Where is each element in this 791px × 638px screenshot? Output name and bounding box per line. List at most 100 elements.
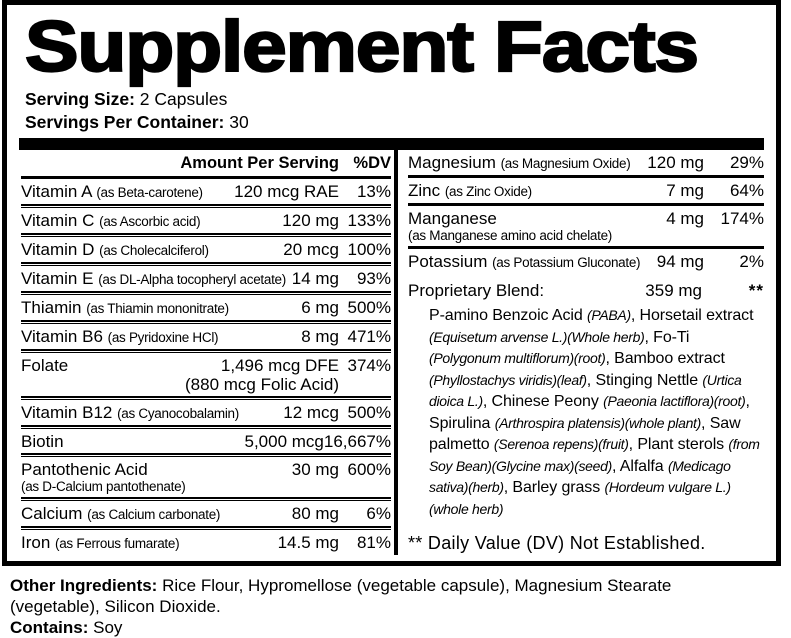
botanical-name-italic: (Phyllostachys viridis)(leaf) (429, 371, 587, 388)
row-amount: 12 mcg (283, 402, 339, 422)
row-divider (21, 232, 391, 237)
ingredient-text: , Horsetail extract (630, 307, 754, 324)
row-divider (21, 525, 391, 530)
row-form: (as Cholecalciferol) (99, 242, 209, 258)
row-name: Vitamin B6 (21, 326, 103, 346)
table-row: Manganese (as Manganese amino acid chela… (408, 206, 764, 246)
botanical-name-italic: (from Soy Bean)(Glycine max)(seed) (429, 436, 760, 474)
row-amount: 80 mg (291, 503, 339, 523)
header-divider-bar (19, 138, 764, 150)
serving-size-value: 2 Capsules (139, 89, 228, 109)
other-ingredients-value: Rice Flour, Hypromellose (vegetable caps… (10, 576, 672, 616)
table-row: Vitamin B6 (as Pyridoxine HCl) 8 mg 471% (21, 324, 391, 349)
ingredient-text: , Stinging Nettle (586, 371, 703, 389)
table-row: Thiamin (as Thiamin mononitrate) 6 mg 50… (21, 295, 391, 320)
table-row: Vitamin D (as Cholecalciferol) 20 mcg 10… (21, 237, 391, 262)
row-form: (as Ferrous fumarate) (55, 535, 180, 551)
row-form: (as Zinc Oxide) (444, 184, 532, 199)
right-column: Magnesium (as Magnesium Oxide) 120 mg 29… (398, 150, 764, 555)
row-amount: 30 mg (291, 459, 339, 479)
servings-per-container-label: Servings Per Container: (25, 112, 225, 132)
table-row: Iron (as Ferrous fumarate) 14.5 mg 81% (21, 530, 391, 555)
row-name: Vitamin B12 (21, 402, 113, 422)
row-amount: 6 mg (301, 297, 339, 317)
ingredient-text: , Spirulina (429, 393, 750, 432)
row-dv: 600% (347, 459, 391, 479)
row-name: Vitamin E (21, 268, 94, 288)
ingredient-text: , Barley grass (503, 479, 605, 496)
page-title: Supplement Facts (24, 7, 701, 87)
row-form: (as Beta-carotene) (96, 184, 203, 200)
row-dv: 471% (347, 326, 391, 346)
other-ingredients-line: Other Ingredients: Rice Flour, Hypromell… (10, 575, 762, 617)
row-form: (as Thiamin mononitrate) (86, 300, 229, 316)
row-name: Pantothenic Acid (21, 459, 148, 479)
row-dv: 6% (366, 503, 391, 523)
row-amount: 4 mg (666, 209, 704, 228)
column-divider (394, 150, 398, 555)
header-underline-bar (21, 176, 391, 179)
dv-header: %DV (353, 154, 391, 172)
row-amount-line2: (880 mcg Folic Acid) (185, 374, 339, 394)
row-dv: 500% (347, 297, 391, 317)
row-divider (408, 203, 764, 206)
table-row: Vitamin A (as Beta-carotene) 120 mcg RAE… (21, 179, 391, 204)
botanical-name-italic: (PABA) (586, 307, 631, 323)
ingredient-text: , Chinese Peony (482, 393, 604, 410)
row-form: (as Cyanocobalamin) (117, 405, 239, 421)
row-dv: 64% (729, 181, 764, 200)
row-dv: 81% (356, 532, 391, 552)
table-row: Vitamin E (as DL-Alpha tocopheryl acetat… (21, 266, 391, 291)
row-name: Vitamin C (21, 210, 95, 230)
botanical-name-italic: (Serenoa repens)(fruit) (493, 436, 629, 452)
contains-line: Contains: Soy (10, 617, 762, 638)
left-column: Amount Per Serving %DV Vitamin A (as Bet… (19, 150, 391, 555)
row-form: (as Ascorbic acid) (99, 213, 201, 229)
table-header: Amount Per Serving %DV (21, 150, 391, 176)
botanical-name-italic: (Urtica dioica L.) (429, 371, 742, 410)
nutrient-columns: Amount Per Serving %DV Vitamin A (as Bet… (19, 150, 764, 555)
row-dv: 93% (356, 268, 391, 288)
amount-header: Amount Per Serving (180, 154, 339, 172)
row-dv: 174% (720, 209, 764, 228)
row-name: Calcium (21, 503, 83, 523)
row-divider (21, 203, 391, 208)
row-divider (408, 246, 764, 249)
row-amount: 120 mg (647, 153, 704, 172)
row-form: (as Magnesium Oxide) (500, 156, 631, 171)
row-amount: 120 mcg RAE (234, 181, 339, 201)
row-form: (as D-Calcium pantothenate) (21, 478, 186, 494)
row-form: (as Manganese amino acid chelate) (408, 228, 612, 243)
table-row: Calcium (as Calcium carbonate) 80 mg 6% (21, 501, 391, 526)
row-amount: 94 mg (656, 252, 704, 271)
row-form: (as Calcium carbonate) (87, 506, 221, 522)
row-name: Iron (21, 532, 51, 552)
contains-label: Contains: (10, 618, 89, 637)
row-name: Thiamin (21, 297, 82, 317)
contains-value: Soy (88, 618, 123, 637)
table-row: Vitamin C (as Ascorbic acid) 120 mg 133% (21, 208, 391, 233)
ingredient-text: , Saw palmetto (429, 414, 741, 454)
row-amount-line1: 1,496 mcg DFE (220, 355, 339, 375)
servings-per-container-line: Servings Per Container: 30 (25, 112, 764, 133)
row-dv: 100% (347, 239, 391, 259)
row-name: Vitamin A (21, 181, 92, 201)
row-divider (21, 319, 391, 324)
row-amount: 8 mg (301, 326, 339, 346)
table-row: Magnesium (as Magnesium Oxide) 120 mg 29… (408, 150, 764, 175)
row-amount: 7 mg (666, 181, 704, 200)
servings-per-container-value: 30 (229, 112, 249, 132)
row-name: Manganese (408, 209, 497, 228)
botanical-name-italic: (Equisetum arvense L.)(Whole herb) (429, 328, 645, 345)
row-name: Biotin (21, 431, 64, 451)
row-divider (21, 261, 391, 266)
row-amount: 1,496 mcg DFE (880 mcg Folic Acid) (185, 356, 339, 394)
row-name: Vitamin D (21, 239, 95, 259)
row-form: (as Pyridoxine HCl) (107, 329, 219, 345)
serving-size-line: Serving Size: 2 Capsules (25, 89, 764, 110)
serving-size-label: Serving Size: (25, 89, 135, 109)
ingredient-text: , Plant sterols (628, 436, 729, 453)
row-divider (21, 424, 391, 429)
row-dv: 13% (356, 181, 391, 201)
footer-ingredients: Other Ingredients: Rice Flour, Hypromell… (10, 575, 762, 638)
